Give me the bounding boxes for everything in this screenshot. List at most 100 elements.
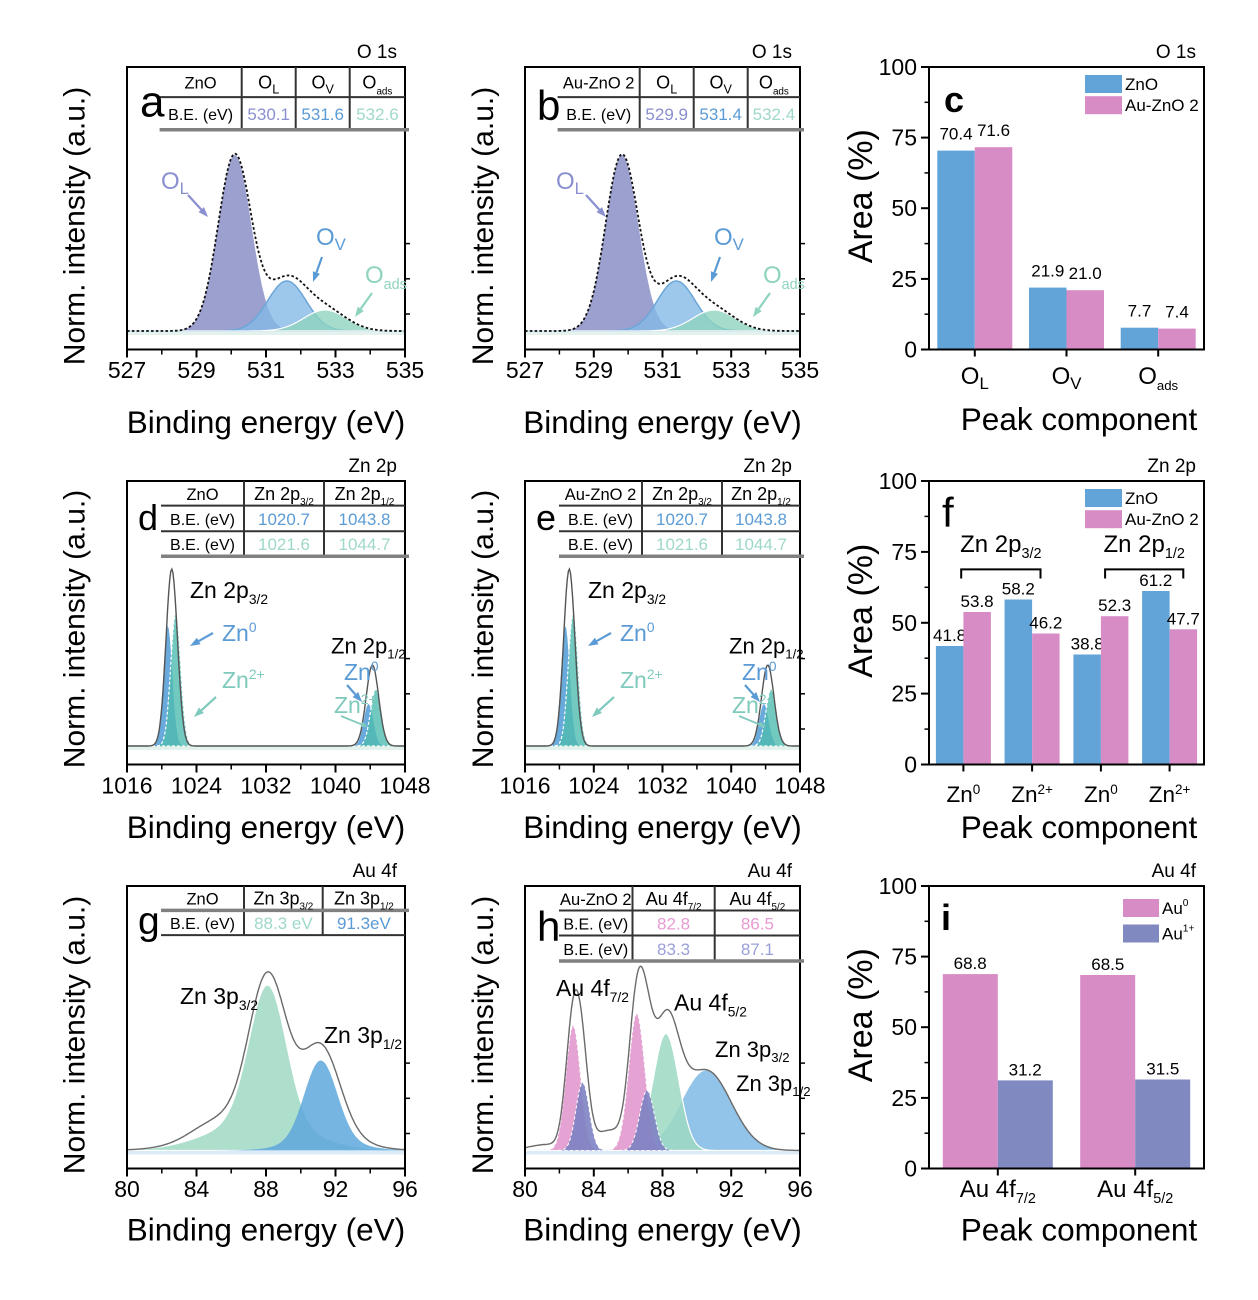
- svg-text:0: 0: [904, 337, 917, 363]
- svg-text:d: d: [138, 497, 158, 538]
- svg-text:84: 84: [184, 1176, 210, 1202]
- svg-text:531.4: 531.4: [699, 105, 742, 124]
- svg-text:Binding energy (eV): Binding energy (eV): [523, 1212, 801, 1248]
- svg-text:Au0: Au0: [1162, 898, 1189, 918]
- svg-text:Area (%): Area (%): [842, 544, 880, 678]
- svg-text:25: 25: [891, 1085, 917, 1111]
- svg-text:O 1s: O 1s: [752, 42, 792, 63]
- svg-text:Au 4f: Au 4f: [748, 861, 793, 882]
- svg-text:Zn 3p3/2: Zn 3p3/2: [715, 1037, 790, 1065]
- svg-text:530.1: 530.1: [247, 105, 290, 124]
- svg-text:529: 529: [575, 357, 613, 383]
- svg-text:75: 75: [891, 944, 917, 970]
- svg-text:84: 84: [581, 1176, 607, 1202]
- svg-text:Area (%): Area (%): [842, 129, 880, 263]
- svg-text:Zn 3p1/2: Zn 3p1/2: [736, 1071, 811, 1099]
- svg-text:531: 531: [643, 357, 681, 383]
- svg-text:Au-ZnO 2: Au-ZnO 2: [1125, 510, 1199, 529]
- svg-text:53.8: 53.8: [961, 592, 994, 611]
- svg-text:0: 0: [904, 752, 917, 778]
- svg-text:Peak component: Peak component: [961, 401, 1198, 437]
- svg-text:71.6: 71.6: [977, 121, 1010, 140]
- svg-text:96: 96: [392, 1176, 418, 1202]
- svg-text:92: 92: [718, 1176, 744, 1202]
- svg-text:g: g: [138, 900, 160, 943]
- svg-text:B.E. (eV): B.E. (eV): [170, 537, 235, 554]
- svg-text:1024: 1024: [171, 773, 222, 799]
- svg-text:1048: 1048: [379, 773, 430, 799]
- svg-text:Norm. intensity (a.u.): Norm. intensity (a.u.): [59, 490, 92, 768]
- svg-text:Norm. intensity (a.u.): Norm. intensity (a.u.): [59, 87, 92, 365]
- svg-text:Au 4f: Au 4f: [1152, 861, 1197, 882]
- svg-text:ZnO: ZnO: [186, 891, 218, 909]
- svg-text:B.E. (eV): B.E. (eV): [568, 512, 633, 529]
- svg-text:1021.6: 1021.6: [656, 535, 708, 554]
- svg-text:25: 25: [891, 266, 917, 292]
- svg-text:100: 100: [879, 468, 917, 494]
- svg-text:Zn 2p: Zn 2p: [1147, 456, 1196, 477]
- svg-text:88: 88: [650, 1176, 676, 1202]
- svg-text:ZnO: ZnO: [1125, 489, 1158, 508]
- svg-text:532.6: 532.6: [356, 105, 399, 124]
- svg-text:1020.7: 1020.7: [656, 510, 708, 529]
- svg-text:Norm. intensity (a.u.): Norm. intensity (a.u.): [59, 896, 92, 1174]
- svg-text:531.6: 531.6: [301, 105, 344, 124]
- svg-text:25: 25: [891, 681, 917, 707]
- svg-text:96: 96: [787, 1176, 813, 1202]
- svg-text:B.E. (eV): B.E. (eV): [168, 107, 233, 124]
- svg-text:1040: 1040: [706, 773, 757, 799]
- svg-text:ZnO: ZnO: [185, 75, 217, 93]
- svg-text:1016: 1016: [499, 773, 550, 799]
- svg-text:52.3: 52.3: [1098, 596, 1131, 615]
- svg-text:88.3 eV: 88.3 eV: [254, 914, 313, 933]
- svg-text:c: c: [944, 79, 964, 120]
- svg-text:Au 4f: Au 4f: [353, 861, 398, 882]
- svg-text:Norm. intensity (a.u.): Norm. intensity (a.u.): [467, 87, 500, 365]
- svg-text:50: 50: [891, 610, 917, 636]
- svg-text:B.E. (eV): B.E. (eV): [170, 916, 235, 933]
- svg-text:1020.7: 1020.7: [258, 510, 310, 529]
- svg-text:50: 50: [891, 1014, 917, 1040]
- svg-text:Au-ZnO 2: Au-ZnO 2: [565, 486, 637, 504]
- svg-text:Binding energy (eV): Binding energy (eV): [523, 404, 801, 440]
- svg-text:531: 531: [247, 357, 285, 383]
- svg-text:1044.7: 1044.7: [339, 535, 391, 554]
- svg-text:1016: 1016: [101, 773, 152, 799]
- svg-text:i: i: [941, 897, 951, 938]
- svg-text:ZnO: ZnO: [1125, 75, 1158, 94]
- svg-text:82.8: 82.8: [657, 915, 690, 934]
- svg-text:88: 88: [253, 1176, 279, 1202]
- svg-text:68.5: 68.5: [1091, 955, 1124, 974]
- svg-text:1024: 1024: [568, 773, 619, 799]
- svg-text:Peak component: Peak component: [961, 1212, 1198, 1248]
- svg-text:532.4: 532.4: [753, 105, 796, 124]
- svg-text:529.9: 529.9: [645, 105, 688, 124]
- svg-text:86.5: 86.5: [741, 915, 774, 934]
- svg-text:B.E. (eV): B.E. (eV): [170, 512, 235, 529]
- svg-text:Peak component: Peak component: [961, 809, 1198, 845]
- svg-text:a: a: [140, 77, 165, 126]
- svg-text:80: 80: [114, 1176, 140, 1202]
- svg-text:Au-ZnO 2: Au-ZnO 2: [1125, 96, 1199, 115]
- svg-text:38.8: 38.8: [1071, 635, 1104, 654]
- svg-text:533: 533: [712, 357, 750, 383]
- svg-text:75: 75: [891, 125, 917, 151]
- svg-text:7.4: 7.4: [1165, 303, 1189, 322]
- svg-text:21.0: 21.0: [1069, 264, 1102, 283]
- svg-text:O 1s: O 1s: [1156, 42, 1196, 63]
- svg-text:1043.8: 1043.8: [735, 510, 787, 529]
- svg-text:0: 0: [904, 1156, 917, 1182]
- svg-text:ZnO: ZnO: [186, 486, 218, 504]
- svg-text:527: 527: [506, 357, 544, 383]
- svg-text:Au-ZnO 2: Au-ZnO 2: [560, 891, 632, 909]
- svg-text:529: 529: [177, 357, 215, 383]
- svg-text:100: 100: [879, 873, 917, 899]
- svg-text:31.2: 31.2: [1009, 1060, 1042, 1079]
- svg-text:1048: 1048: [774, 773, 825, 799]
- svg-text:B.E. (eV): B.E. (eV): [563, 917, 628, 934]
- svg-text:b: b: [537, 82, 560, 129]
- svg-text:f: f: [942, 489, 954, 536]
- svg-text:83.3: 83.3: [657, 940, 690, 959]
- svg-text:Norm. intensity (a.u.): Norm. intensity (a.u.): [467, 896, 500, 1174]
- svg-text:Binding energy (eV): Binding energy (eV): [523, 809, 801, 845]
